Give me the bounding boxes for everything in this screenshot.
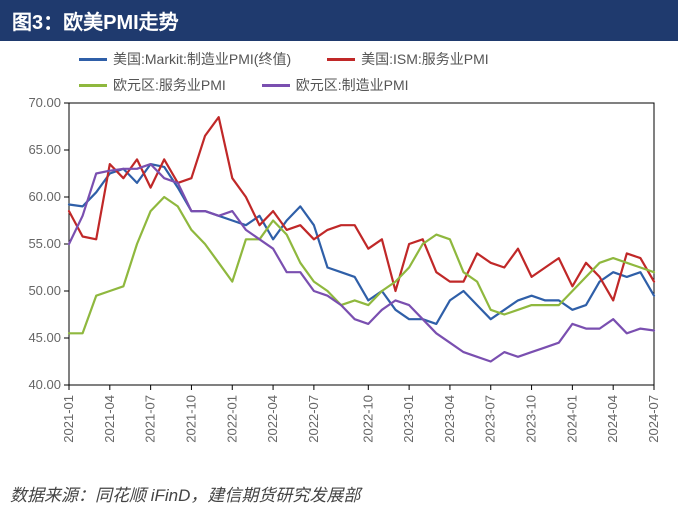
legend-item: 欧元区:服务业PMI [79, 75, 226, 95]
legend-swatch [79, 84, 107, 87]
svg-text:2023-07: 2023-07 [483, 395, 498, 443]
svg-text:2023-04: 2023-04 [442, 395, 457, 443]
svg-text:2024-01: 2024-01 [564, 395, 579, 443]
line-chart: 40.00 45.00 50.00 55.00 60.00 65.00 70.00 2021-… [9, 45, 669, 475]
svg-text:2022-01: 2022-01 [224, 395, 239, 443]
svg-text:55.00: 55.00 [28, 236, 61, 251]
svg-text:2022-10: 2022-10 [360, 395, 375, 443]
svg-text:2021-07: 2021-07 [143, 395, 158, 443]
legend-label: 欧元区:服务业PMI [113, 75, 226, 95]
legend-item: 欧元区:制造业PMI [262, 75, 409, 95]
chart-title: 图3：欧美PMI走势 [12, 12, 179, 34]
legend: 美国:Markit:制造业PMI(终值) 美国:ISM:服务业PMI 欧元区:服… [79, 49, 649, 95]
legend-item: 美国:ISM:服务业PMI [327, 49, 489, 69]
svg-text:2022-07: 2022-07 [306, 395, 321, 443]
legend-swatch [79, 58, 107, 61]
legend-label: 欧元区:制造业PMI [296, 75, 409, 95]
data-source: 数据来源：同花顺 iFinD，建信期货研究发展部 [0, 475, 678, 506]
svg-text:2023-10: 2023-10 [524, 395, 539, 443]
svg-text:70.00: 70.00 [28, 95, 61, 110]
svg-text:2021-01: 2021-01 [61, 395, 76, 443]
svg-text:2023-01: 2023-01 [401, 395, 416, 443]
svg-text:2022-04: 2022-04 [265, 395, 280, 443]
svg-text:2021-04: 2021-04 [102, 395, 117, 443]
svg-text:40.00: 40.00 [28, 377, 61, 392]
svg-text:2024-07: 2024-07 [646, 395, 661, 443]
legend-swatch [327, 58, 355, 61]
svg-text:65.00: 65.00 [28, 142, 61, 157]
svg-text:45.00: 45.00 [28, 330, 61, 345]
svg-text:2024-04: 2024-04 [605, 395, 620, 443]
legend-swatch [262, 84, 290, 87]
chart-title-bar: 图3：欧美PMI走势 [0, 0, 678, 41]
legend-item: 美国:Markit:制造业PMI(终值) [79, 49, 291, 69]
figure-container: 图3：欧美PMI走势 美国:Markit:制造业PMI(终值) 美国:ISM:服… [0, 0, 678, 518]
legend-label: 美国:Markit:制造业PMI(终值) [113, 49, 291, 69]
chart-area: 美国:Markit:制造业PMI(终值) 美国:ISM:服务业PMI 欧元区:服… [9, 45, 669, 475]
svg-text:50.00: 50.00 [28, 283, 61, 298]
legend-label: 美国:ISM:服务业PMI [361, 49, 489, 69]
svg-text:60.00: 60.00 [28, 189, 61, 204]
svg-text:2021-10: 2021-10 [183, 395, 198, 443]
